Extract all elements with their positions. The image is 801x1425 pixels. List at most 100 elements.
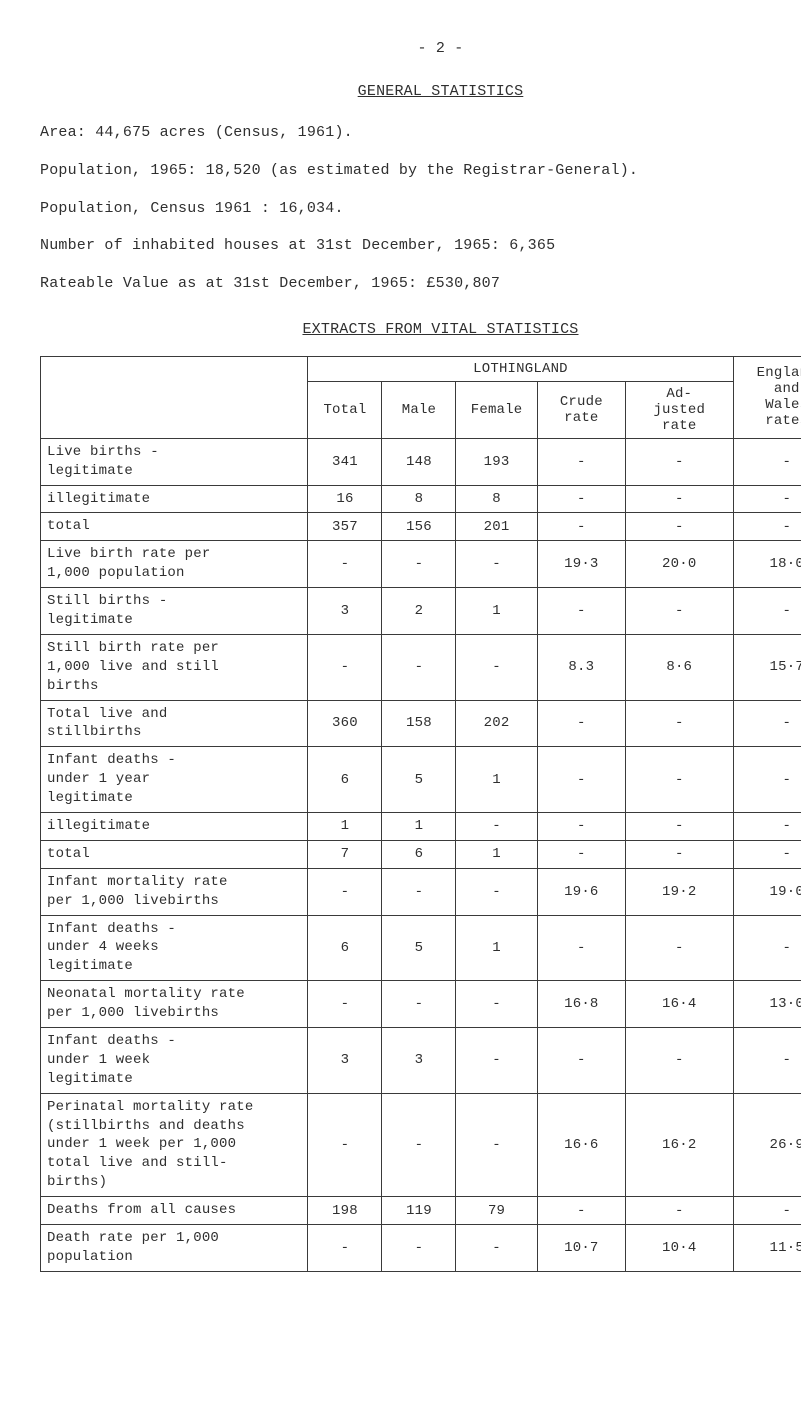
- cell-eng: -: [733, 840, 801, 868]
- cell-crude: -: [537, 438, 625, 485]
- cell-female: 1: [456, 747, 537, 813]
- cell-male: -: [382, 981, 456, 1028]
- table-row: Still births - legitimate321---: [41, 588, 801, 635]
- cell-adj: 8·6: [626, 634, 734, 700]
- cell-female: -: [456, 813, 537, 841]
- cell-eng: 19·0: [733, 868, 801, 915]
- cell-total: 16: [308, 485, 382, 513]
- cell-eng: -: [733, 747, 801, 813]
- cell-crude: 16·6: [537, 1093, 625, 1196]
- page-number: - 2 -: [40, 40, 801, 57]
- cell-female: -: [456, 868, 537, 915]
- cell-male: 6: [382, 840, 456, 868]
- col-header-england: England and Wales rates: [733, 356, 801, 438]
- cell-adj: 19·2: [626, 868, 734, 915]
- cell-eng: 18·0: [733, 541, 801, 588]
- table-row: Total live and stillbirths360158202---: [41, 700, 801, 747]
- table-row: Infant deaths - under 1 week legitimate3…: [41, 1028, 801, 1094]
- cell-total: -: [308, 634, 382, 700]
- col-header-blank: [41, 356, 308, 438]
- cell-adj: -: [626, 485, 734, 513]
- cell-crude: 8.3: [537, 634, 625, 700]
- cell-male: -: [382, 868, 456, 915]
- cell-crude: -: [537, 1197, 625, 1225]
- cell-female: -: [456, 981, 537, 1028]
- table-row: Neonatal mortality rate per 1,000 livebi…: [41, 981, 801, 1028]
- cell-crude: -: [537, 1028, 625, 1094]
- cell-crude: -: [537, 700, 625, 747]
- cell-eng: -: [733, 438, 801, 485]
- population-1965-line: Population, 1965: 18,520 (as estimated b…: [40, 160, 801, 182]
- row-label: Deaths from all causes: [41, 1197, 308, 1225]
- cell-crude: 10·7: [537, 1225, 625, 1272]
- cell-eng: -: [733, 1028, 801, 1094]
- col-header-adjusted: Ad- justed rate: [626, 381, 734, 438]
- cell-adj: -: [626, 513, 734, 541]
- cell-female: 201: [456, 513, 537, 541]
- cell-female: -: [456, 541, 537, 588]
- cell-eng: -: [733, 1197, 801, 1225]
- col-header-female: Female: [456, 381, 537, 438]
- cell-crude: -: [537, 915, 625, 981]
- cell-adj: 16·2: [626, 1093, 734, 1196]
- col-header-crude: Crude rate: [537, 381, 625, 438]
- cell-total: 6: [308, 747, 382, 813]
- cell-crude: 19·3: [537, 541, 625, 588]
- table-row: Deaths from all causes19811979---: [41, 1197, 801, 1225]
- cell-adj: -: [626, 700, 734, 747]
- cell-male: -: [382, 1225, 456, 1272]
- rateable-line: Rateable Value as at 31st December, 1965…: [40, 273, 801, 295]
- cell-eng: -: [733, 485, 801, 513]
- cell-eng: -: [733, 513, 801, 541]
- cell-male: -: [382, 634, 456, 700]
- cell-total: 7: [308, 840, 382, 868]
- cell-total: 6: [308, 915, 382, 981]
- cell-male: 148: [382, 438, 456, 485]
- cell-male: 119: [382, 1197, 456, 1225]
- cell-crude: -: [537, 840, 625, 868]
- cell-eng: -: [733, 915, 801, 981]
- population-census-line: Population, Census 1961 : 16,034.: [40, 198, 801, 220]
- row-label: Still births - legitimate: [41, 588, 308, 635]
- extracts-title: EXTRACTS FROM VITAL STATISTICS: [40, 321, 801, 338]
- row-label: total: [41, 840, 308, 868]
- row-label: illegitimate: [41, 485, 308, 513]
- cell-eng: -: [733, 700, 801, 747]
- cell-male: -: [382, 541, 456, 588]
- col-header-lothingland: LOTHINGLAND: [308, 356, 733, 381]
- cell-adj: -: [626, 588, 734, 635]
- cell-female: -: [456, 634, 537, 700]
- cell-crude: 16·8: [537, 981, 625, 1028]
- row-label: Perinatal mortality rate (stillbirths an…: [41, 1093, 308, 1196]
- cell-female: 193: [456, 438, 537, 485]
- cell-total: 341: [308, 438, 382, 485]
- cell-crude: -: [537, 513, 625, 541]
- cell-female: 1: [456, 840, 537, 868]
- cell-adj: -: [626, 840, 734, 868]
- cell-adj: 10·4: [626, 1225, 734, 1272]
- table-row: Live births - legitimate341148193---: [41, 438, 801, 485]
- table-row: Infant deaths - under 4 weeks legitimate…: [41, 915, 801, 981]
- cell-adj: -: [626, 1197, 734, 1225]
- cell-total: 360: [308, 700, 382, 747]
- table-row: Infant mortality rate per 1,000 livebirt…: [41, 868, 801, 915]
- cell-adj: -: [626, 813, 734, 841]
- cell-male: 5: [382, 747, 456, 813]
- row-label: illegitimate: [41, 813, 308, 841]
- cell-eng: 15·7: [733, 634, 801, 700]
- cell-female: -: [456, 1225, 537, 1272]
- cell-male: 2: [382, 588, 456, 635]
- row-label: Infant mortality rate per 1,000 livebirt…: [41, 868, 308, 915]
- row-label: Live birth rate per 1,000 population: [41, 541, 308, 588]
- row-label: Infant deaths - under 1 week legitimate: [41, 1028, 308, 1094]
- cell-total: -: [308, 541, 382, 588]
- cell-eng: -: [733, 588, 801, 635]
- cell-female: 79: [456, 1197, 537, 1225]
- col-header-male: Male: [382, 381, 456, 438]
- cell-total: -: [308, 1225, 382, 1272]
- table-row: illegitimate11----: [41, 813, 801, 841]
- row-label: Death rate per 1,000 population: [41, 1225, 308, 1272]
- cell-total: -: [308, 868, 382, 915]
- cell-total: 357: [308, 513, 382, 541]
- cell-female: -: [456, 1093, 537, 1196]
